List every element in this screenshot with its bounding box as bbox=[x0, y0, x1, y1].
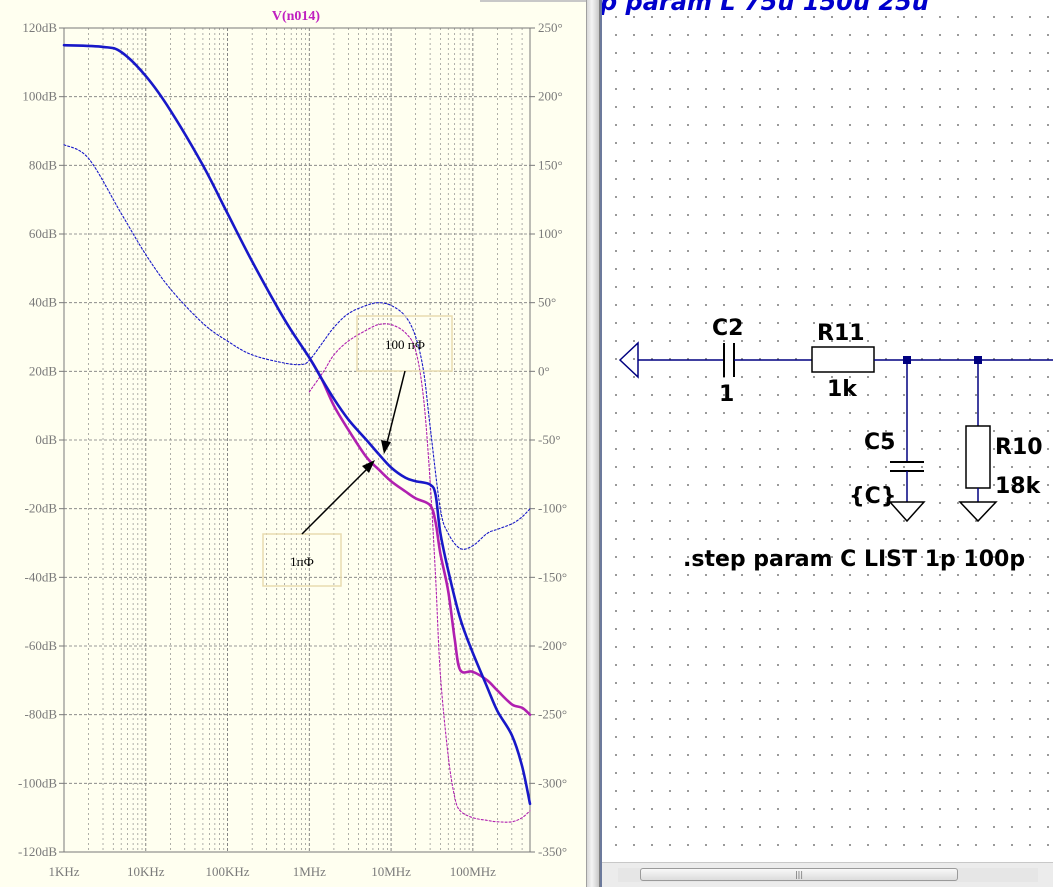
r11-value[interactable]: 1k bbox=[827, 377, 858, 402]
left-tick-label: -80dB bbox=[25, 707, 58, 722]
left-tick-label: -120dB bbox=[18, 844, 57, 859]
left-tick-label: 0dB bbox=[35, 432, 57, 447]
schematic-canvas[interactable]: p param L 75u 150u 25u C2 1 R11 1k C5 {C… bbox=[602, 0, 1053, 887]
resistor-r11[interactable] bbox=[811, 346, 875, 373]
x-tick-label: 10MHz bbox=[371, 864, 411, 879]
scrollbar-thumb[interactable]: ||| bbox=[640, 868, 958, 881]
annotation-arrow-1nf bbox=[301, 465, 371, 535]
window-top-strip bbox=[480, 0, 586, 2]
right-tick-label: 100° bbox=[538, 226, 563, 241]
right-axis-ticks: 250° 200° 150° 100° 50° 0° -50° -100° -150° -200°… bbox=[538, 20, 567, 859]
right-tick-label: 0° bbox=[538, 363, 550, 378]
c5-value[interactable]: {C} bbox=[849, 484, 896, 509]
right-tick-label: 50° bbox=[538, 295, 556, 310]
left-tick-label: 20dB bbox=[29, 363, 58, 378]
right-tick-label: -350° bbox=[538, 844, 567, 859]
left-tick-label: 60dB bbox=[29, 226, 58, 241]
c5-name[interactable]: C5 bbox=[864, 430, 895, 455]
right-tick-label: -100° bbox=[538, 501, 567, 516]
left-tick-label: 40dB bbox=[29, 295, 58, 310]
net-port-flag[interactable] bbox=[618, 341, 639, 379]
trace-phase-2[interactable] bbox=[63, 144, 531, 550]
r10-value[interactable]: 18k bbox=[995, 474, 1042, 499]
annotation-label-100nf: 100 пФ bbox=[385, 337, 425, 352]
right-tick-label: 150° bbox=[538, 157, 563, 172]
ground-symbol[interactable] bbox=[888, 501, 926, 523]
capacitor-c2[interactable] bbox=[723, 343, 735, 377]
bode-plot-chart[interactable]: V(n014) 120dB 100dB 80dB 60dB 40dB 20dB 0dB -20… bbox=[0, 0, 586, 887]
ground-symbol[interactable] bbox=[958, 501, 998, 523]
plot-grid bbox=[59, 27, 535, 853]
annotation-arrowhead-100nf bbox=[381, 440, 391, 454]
x-axis-ticks: 1KHz 10KHz 100KHz 1MHz 10MHz 100MHz bbox=[48, 864, 496, 879]
annotation-label-1nf: 1пФ bbox=[290, 554, 314, 569]
trace-title[interactable]: V(n014) bbox=[272, 9, 321, 24]
junction-dot bbox=[903, 356, 911, 364]
left-tick-label: -100dB bbox=[18, 775, 57, 790]
annotation-layer: 100 пФ 1пФ bbox=[262, 315, 453, 587]
spice-step-directive[interactable]: .step param C LIST 1p 100p bbox=[683, 547, 1025, 572]
x-tick-label: 100MHz bbox=[450, 864, 496, 879]
right-tick-label: 250° bbox=[538, 20, 563, 35]
left-tick-label: 120dB bbox=[22, 20, 57, 35]
capacitor-c5[interactable] bbox=[890, 461, 924, 472]
right-tick-label: -250° bbox=[538, 707, 567, 722]
c2-value[interactable]: 1 bbox=[719, 382, 734, 407]
trace-magnitude-0[interactable] bbox=[62, 43, 532, 806]
x-tick-label: 1MHz bbox=[293, 864, 326, 879]
waveform-plot-pane[interactable]: V(n014) 120dB 100dB 80dB 60dB 40dB 20dB 0dB -20… bbox=[0, 0, 586, 887]
r11-name[interactable]: R11 bbox=[817, 321, 865, 346]
c2-name[interactable]: C2 bbox=[712, 316, 743, 341]
horizontal-scrollbar[interactable]: ||| bbox=[602, 862, 1053, 887]
r10-name[interactable]: R10 bbox=[995, 435, 1043, 460]
x-tick-label: 1KHz bbox=[48, 864, 79, 879]
junction-dot bbox=[974, 356, 982, 364]
schematic-pane[interactable]: p param L 75u 150u 25u C2 1 R11 1k C5 {C… bbox=[600, 0, 1053, 887]
left-tick-label: 80dB bbox=[29, 157, 58, 172]
right-tick-label: -200° bbox=[538, 638, 567, 653]
trace-layer bbox=[62, 43, 532, 823]
right-tick-label: 200° bbox=[538, 89, 563, 104]
x-tick-label: 10KHz bbox=[127, 864, 165, 879]
x-tick-label: 100KHz bbox=[206, 864, 250, 879]
annotation-arrowhead-1nf bbox=[362, 460, 375, 473]
right-tick-label: -300° bbox=[538, 775, 567, 790]
right-tick-label: -50° bbox=[538, 432, 561, 447]
left-axis-ticks: 120dB 100dB 80dB 60dB 40dB 20dB 0dB -20dB -40dB -… bbox=[18, 20, 57, 859]
resistor-r10[interactable] bbox=[965, 425, 991, 489]
left-tick-label: -60dB bbox=[25, 638, 58, 653]
trace-magnitude-1[interactable] bbox=[308, 356, 532, 716]
right-tick-label: -150° bbox=[538, 569, 567, 584]
pane-splitter[interactable] bbox=[586, 0, 600, 887]
left-tick-label: -40dB bbox=[25, 569, 58, 584]
spice-directive-top[interactable]: p param L 75u 150u 25u bbox=[602, 0, 929, 16]
annotation-arrow-100nf bbox=[385, 370, 406, 448]
trace-phase-3[interactable] bbox=[308, 323, 531, 823]
left-tick-label: 100dB bbox=[22, 89, 57, 104]
left-tick-label: -20dB bbox=[25, 501, 58, 516]
